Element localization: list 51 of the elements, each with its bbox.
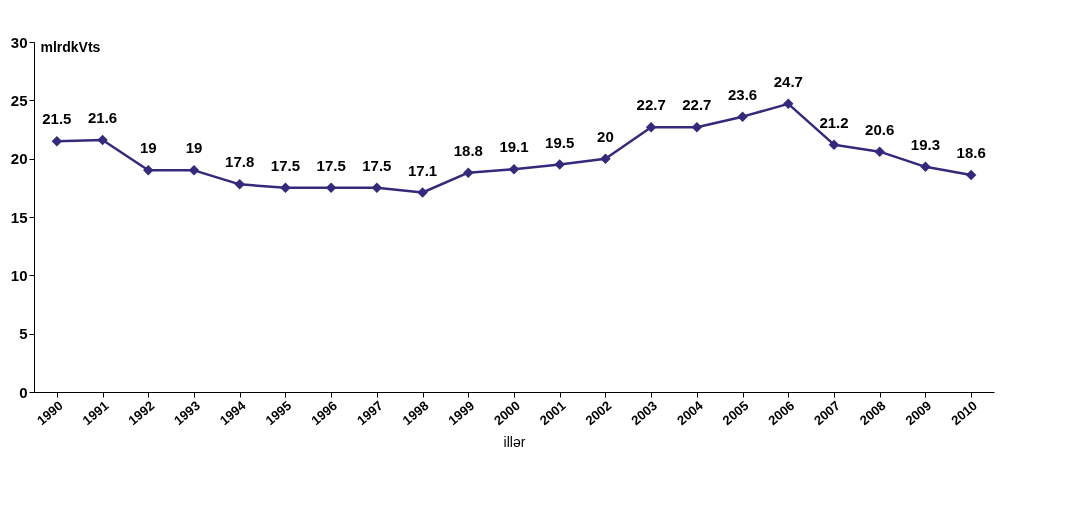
x-axis-title: illər [503,434,526,451]
point [828,139,840,150]
point [143,165,154,176]
point [325,182,337,194]
data-label: 19.3 [910,135,941,153]
point [417,187,428,198]
point [51,135,63,147]
data-label: 23.6 [727,85,758,103]
data-label: 17.8 [225,153,255,171]
data-label: 17.5 [316,156,346,174]
y-tick-label: 15 [10,208,28,226]
data-label: 19 [185,139,203,157]
data-label: 17.5 [270,156,301,174]
data-label: 19 [139,139,157,157]
point [463,167,474,178]
y-axis-title: mlrdkVts [40,38,101,55]
y-tick-label: 30 [10,33,28,51]
y-tick-label: 0 [19,383,28,401]
point [874,146,885,157]
data-label: 18.8 [453,141,483,159]
point [645,121,657,133]
point [920,161,931,173]
point [280,182,291,194]
data-label: 19.1 [499,138,529,156]
data-label: 22.7 [682,96,712,114]
y-tick-label: 5 [19,325,28,343]
point [783,98,794,110]
data-label: 19.5 [545,133,575,151]
point [691,121,703,133]
data-label: 21.6 [87,109,118,126]
data-label: 17.1 [407,161,438,179]
data-label: 21.2 [819,113,849,131]
point [554,159,565,170]
data-label: 24.7 [773,72,803,90]
point [737,111,748,122]
data-label: 17.5 [362,156,392,174]
point [97,134,108,146]
point [234,179,245,190]
y-tick-label: 10 [10,266,28,284]
data-label: 22.7 [636,96,666,114]
point [600,153,611,164]
point [965,169,977,181]
data-label: 20.6 [865,120,895,138]
point [508,163,520,175]
point [371,182,383,194]
data-label: 20 [597,127,614,145]
y-tick-label: 20 [10,150,28,168]
data-label: 21.5 [42,110,72,128]
point [188,165,200,176]
data-label: 18.6 [956,144,986,161]
y-tick-label: 25 [10,91,28,109]
